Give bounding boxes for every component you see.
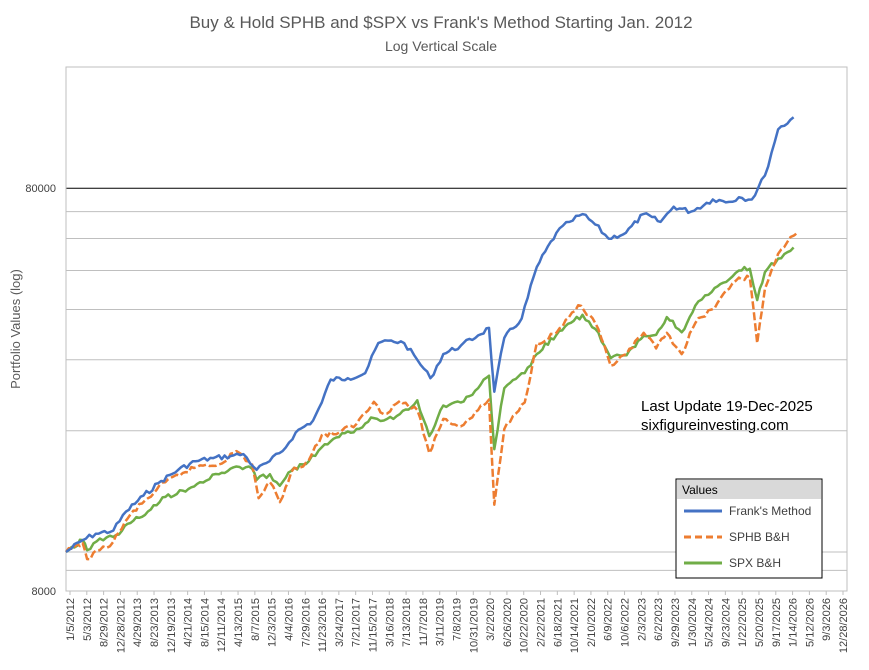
legend-entry-sphb: SPHB B&H bbox=[729, 530, 790, 544]
legend: Values Frank's Method SPHB B&H SPX B&H bbox=[675, 478, 823, 579]
x-tick-label: 2/22/2021 bbox=[536, 598, 548, 647]
x-tick-label: 3/11/2019 bbox=[435, 598, 447, 646]
chart-subtitle: Log Vertical Scale bbox=[385, 38, 497, 54]
x-tick-label: 6/18/2021 bbox=[552, 598, 564, 647]
annotation-website: sixfigureinvesting.com bbox=[641, 417, 789, 434]
x-tick-label: 4/29/2013 bbox=[132, 598, 144, 647]
x-tick-label: 6/26/2020 bbox=[502, 598, 514, 647]
y-tick-label: 80000 bbox=[25, 183, 56, 195]
x-tick-label: 10/14/2021 bbox=[569, 598, 581, 653]
x-tick-label: 10/31/2019 bbox=[468, 598, 480, 653]
x-tick-label: 4/21/2014 bbox=[183, 598, 195, 647]
x-tick-label: 6/9/2022 bbox=[603, 598, 615, 641]
series-line-frank-s-method bbox=[65, 116, 795, 553]
y-axis-ticks: 8000 80000 bbox=[25, 183, 56, 598]
series-line-spx-b-h bbox=[65, 246, 795, 554]
series-lines bbox=[64, 116, 798, 561]
x-tick-label: 5/24/2024 bbox=[704, 598, 716, 647]
x-tick-label: 3/16/2018 bbox=[384, 598, 396, 647]
x-tick-label: 7/29/2016 bbox=[300, 598, 312, 647]
x-tick-label: 10/22/2020 bbox=[519, 598, 531, 653]
x-tick-label: 7/8/2019 bbox=[452, 598, 464, 641]
x-axis-ticks: 1/5/2012 5/3/2012 8/29/2012 12/28/2012 4/29/… bbox=[65, 591, 850, 653]
x-tick-label: 5/20/2025 bbox=[754, 598, 766, 647]
x-tick-label: 3/2/2020 bbox=[485, 598, 497, 641]
x-tick-label: 1/14/2026 bbox=[788, 598, 800, 647]
x-tick-label: 4/13/2015 bbox=[233, 598, 245, 647]
x-tick-label: 9/23/2024 bbox=[720, 598, 732, 647]
x-tick-label: 4/4/2016 bbox=[283, 598, 295, 641]
x-tick-label: 9/17/2025 bbox=[771, 598, 783, 647]
x-tick-label: 11/15/2017 bbox=[367, 598, 379, 652]
annotation-last-update: Last Update 19-Dec-2025 bbox=[641, 398, 813, 415]
y-tick-label: 8000 bbox=[32, 586, 56, 598]
x-tick-label: 6/2/2023 bbox=[653, 598, 665, 641]
x-tick-label: 8/23/2013 bbox=[149, 598, 161, 647]
x-tick-label: 1/22/2025 bbox=[737, 598, 749, 647]
x-tick-label: 11/23/2016 bbox=[317, 598, 329, 652]
x-tick-label: 12/28/2012 bbox=[115, 598, 127, 653]
x-tick-label: 1/5/2012 bbox=[65, 598, 77, 641]
x-tick-label: 8/29/2012 bbox=[99, 598, 111, 647]
x-tick-label: 2/10/2022 bbox=[586, 598, 598, 647]
x-tick-label: 11/7/2018 bbox=[418, 598, 430, 646]
x-tick-label: 5/12/2026 bbox=[804, 598, 816, 647]
x-tick-label: 10/6/2022 bbox=[620, 598, 632, 647]
x-tick-label: 12/19/2013 bbox=[166, 598, 178, 653]
legend-entry-franks-method: Frank's Method bbox=[729, 504, 811, 518]
legend-title: Values bbox=[682, 483, 718, 497]
series-line-sphb-b-h bbox=[64, 231, 798, 561]
legend-entry-spx: SPX B&H bbox=[729, 556, 781, 570]
x-tick-label: 2/3/2023 bbox=[636, 598, 648, 641]
x-tick-label: 12/11/2014 bbox=[216, 598, 228, 652]
x-tick-label: 8/7/2015 bbox=[250, 598, 262, 641]
x-tick-label: 7/13/2018 bbox=[401, 598, 413, 647]
x-tick-label: 12/3/2015 bbox=[267, 598, 279, 647]
x-tick-label: 12/28/2026 bbox=[838, 598, 850, 653]
x-tick-label: 9/3/2026 bbox=[821, 598, 833, 641]
x-tick-label: 5/3/2012 bbox=[82, 598, 94, 641]
x-tick-label: 3/24/2017 bbox=[334, 598, 346, 647]
gridlines bbox=[66, 187, 847, 571]
x-tick-label: 8/15/2014 bbox=[199, 598, 211, 647]
legend-header bbox=[677, 480, 821, 499]
x-tick-label: 1/30/2024 bbox=[687, 598, 699, 647]
x-tick-label: 7/21/2017 bbox=[351, 598, 363, 647]
y-axis-label: Portfolio Values (log) bbox=[8, 269, 23, 389]
chart-title: Buy & Hold SPHB and $SPX vs Frank's Meth… bbox=[189, 13, 692, 32]
x-tick-label: 9/29/2023 bbox=[670, 598, 682, 647]
